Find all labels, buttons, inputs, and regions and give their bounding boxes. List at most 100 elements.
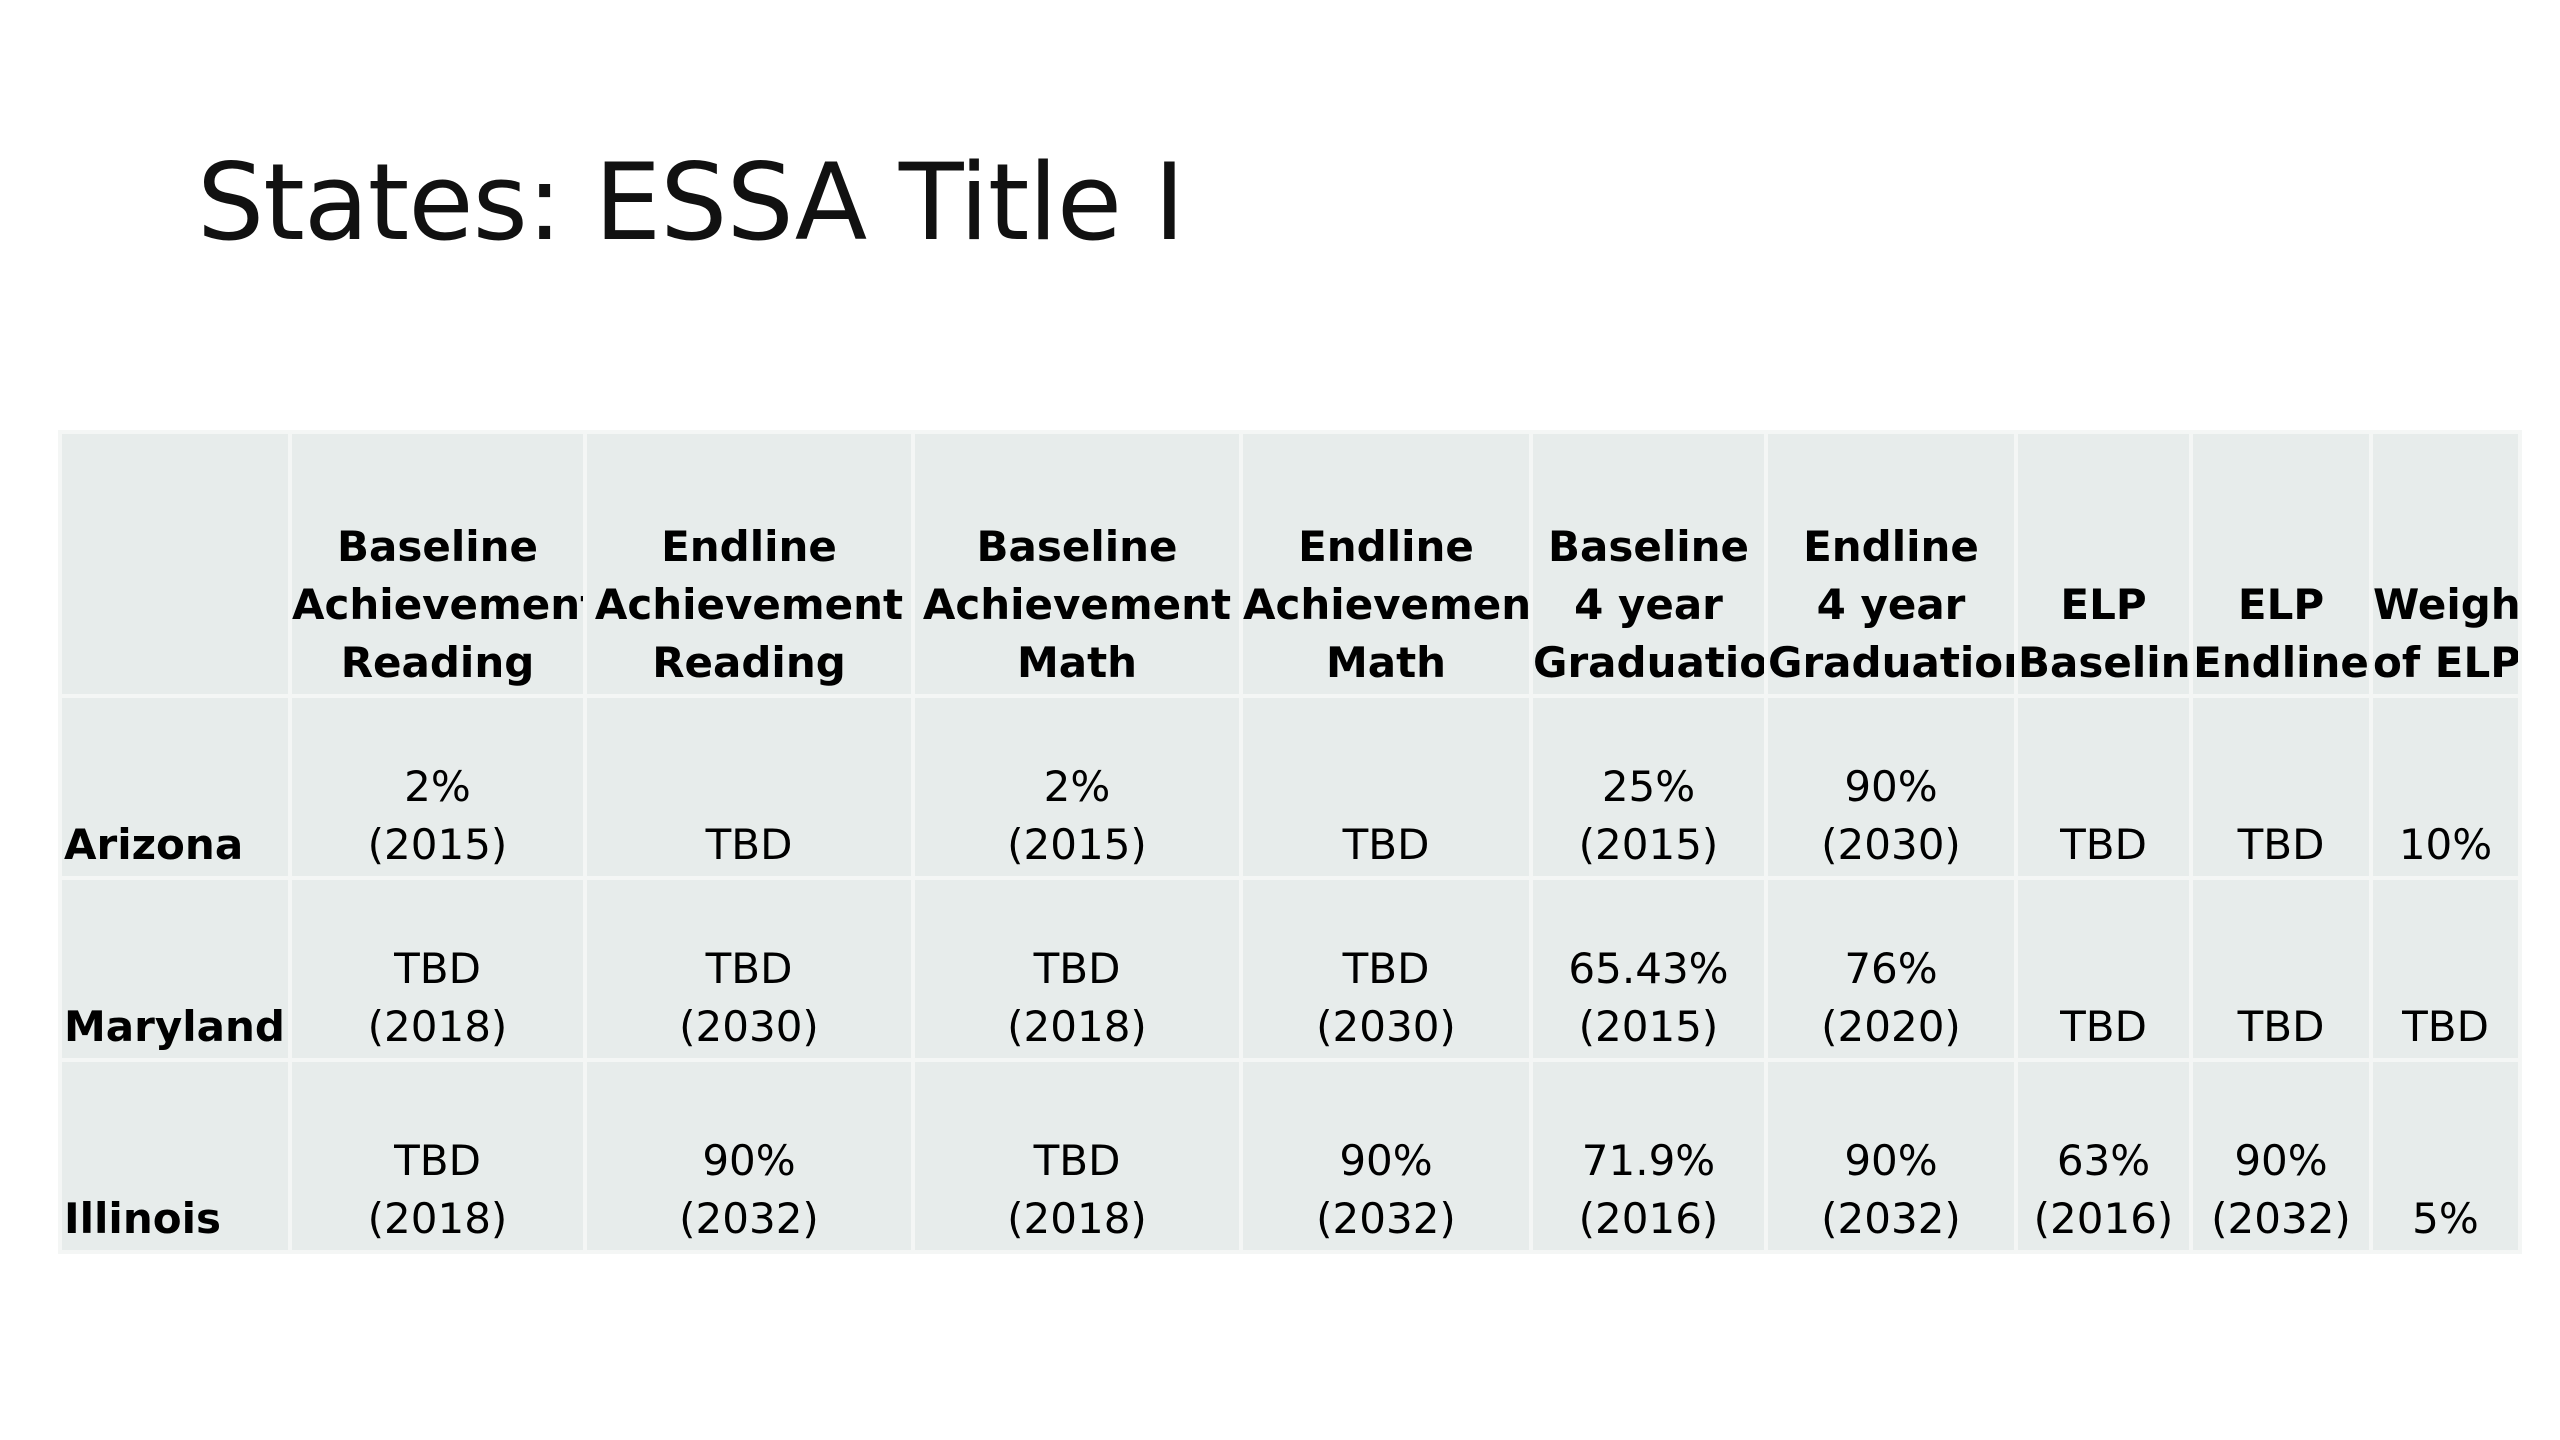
- table-cell: TBD: [2189, 694, 2373, 880]
- column-header: Baseline Achievement Reading: [288, 430, 587, 698]
- table-cell: TBD (2018): [911, 876, 1243, 1062]
- column-header-line: Reading: [652, 638, 846, 687]
- table-cell-line: (2018): [1007, 1002, 1147, 1051]
- table-body: Arizona 2% (2015) TBD 2% (2015) TBD 25% (2015) 90…: [58, 694, 2522, 1254]
- table-cell-line: TBD: [705, 820, 793, 869]
- table-cell-line: (2018): [1007, 1194, 1147, 1243]
- column-header-line: 4 year: [1816, 580, 1966, 629]
- table-cell-line: TBD: [2060, 1002, 2147, 1051]
- table-cell-line: (2032): [1316, 1194, 1456, 1243]
- table-cell: 5%: [2369, 1058, 2522, 1254]
- table-row: Arizona 2% (2015) TBD 2% (2015) TBD 25% (2015) 90…: [58, 694, 2522, 880]
- table-cell: 90% (2032): [2189, 1058, 2373, 1254]
- column-header-line: Graduation: [1533, 638, 1766, 687]
- table-cell-line: (2016): [1578, 1194, 1719, 1243]
- table-cell: 90% (2032): [1764, 1058, 2018, 1254]
- table-cell: TBD: [2014, 876, 2193, 1062]
- column-header: ELP Endline: [2189, 430, 2373, 698]
- table-cell-line: TBD: [2402, 1002, 2489, 1051]
- table-cell-line: (2015): [1578, 1002, 1719, 1051]
- table-cell-line: TBD: [2237, 820, 2325, 869]
- table-cell-line: 90%: [2234, 1136, 2328, 1185]
- column-header-line: Weight: [2373, 580, 2520, 629]
- table-cell-line: 76%: [1844, 944, 1938, 993]
- column-header: [58, 430, 292, 698]
- state-name-cell: Arizona: [58, 694, 292, 880]
- column-header-line: Baseline: [336, 522, 539, 571]
- column-header-line: of ELP: [2373, 638, 2520, 687]
- table-cell-line: TBD: [1033, 1136, 1121, 1185]
- column-header-line: Math: [1325, 638, 1447, 687]
- column-header-line: Endline: [661, 522, 837, 571]
- column-header-line: Baseline: [2018, 638, 2191, 687]
- table-cell-line: (2015): [367, 820, 508, 869]
- table-cell-line: 2%: [404, 762, 471, 811]
- table-cell-line: 10%: [2398, 820, 2493, 869]
- column-header-line: Achievement: [922, 580, 1232, 629]
- column-header: Baseline Achievement Math: [911, 430, 1243, 698]
- column-header-line: Achievement: [594, 580, 904, 629]
- table-cell-line: (2030): [1316, 1002, 1456, 1051]
- table-cell-line: (2015): [1578, 820, 1719, 869]
- table-cell: 25% (2015): [1529, 694, 1768, 880]
- table-cell: 65.43% (2015): [1529, 876, 1768, 1062]
- table-header-row: Baseline Achievement Reading Endline Achieve…: [58, 430, 2522, 698]
- state-name-cell: Maryland: [58, 876, 292, 1062]
- table-cell: TBD (2030): [1239, 876, 1533, 1062]
- table-cell: TBD: [2014, 694, 2193, 880]
- column-header: Endline 4 year Graduation: [1764, 430, 2018, 698]
- table-cell-line: TBD: [705, 944, 793, 993]
- table-cell-line: 2%: [1043, 762, 1111, 811]
- table-cell: TBD (2018): [288, 1058, 587, 1254]
- table-cell-line: TBD: [1342, 820, 1430, 869]
- table-cell-line: (2032): [679, 1194, 819, 1243]
- table-cell-line: 71.9%: [1581, 1136, 1716, 1185]
- table-cell: TBD: [1239, 694, 1533, 880]
- table-cell: 10%: [2369, 694, 2522, 880]
- table-cell: 2% (2015): [288, 694, 587, 880]
- table-cell-line: 63%: [2056, 1136, 2151, 1185]
- slide-title: States: ESSA Title I: [197, 141, 1185, 264]
- table-cell-line: 90%: [1844, 762, 1938, 811]
- table-cell: TBD: [583, 694, 915, 880]
- essa-table: Baseline Achievement Reading Endline Achieve…: [58, 430, 2522, 1254]
- table-cell-line: TBD: [1033, 944, 1121, 993]
- table-cell: TBD: [2189, 876, 2373, 1062]
- column-header-line: Endline: [1298, 522, 1474, 571]
- table-cell: TBD: [2369, 876, 2522, 1062]
- table-cell-line: 90%: [1844, 1136, 1938, 1185]
- table-cell: 71.9% (2016): [1529, 1058, 1768, 1254]
- column-header: Endline Achievement Reading: [583, 430, 915, 698]
- column-header-line: Baseline: [1547, 522, 1750, 571]
- essa-table-container: Baseline Achievement Reading Endline Achieve…: [58, 430, 2522, 1254]
- table-cell-line: (2018): [367, 1194, 508, 1243]
- column-header-line: Achievement: [292, 580, 585, 629]
- table-cell-line: 90%: [1339, 1136, 1433, 1185]
- table-cell-line: (2016): [2033, 1194, 2174, 1243]
- state-name-cell: Illinois: [58, 1058, 292, 1254]
- table-cell-line: (2030): [679, 1002, 819, 1051]
- column-header-line: Reading: [340, 638, 535, 687]
- table-row: Maryland TBD (2018) TBD (2030) TBD (2018) TBD (2…: [58, 876, 2522, 1062]
- column-header: Weight of ELP: [2369, 430, 2522, 698]
- column-header: Endline Achievement Math: [1239, 430, 1533, 698]
- table-cell: 76% (2020): [1764, 876, 2018, 1062]
- column-header-line: Graduation: [1768, 638, 2016, 687]
- table-row: Illinois TBD (2018) 90% (2032) TBD (2018) 90% (2…: [58, 1058, 2522, 1254]
- table-cell: TBD (2018): [911, 1058, 1243, 1254]
- column-header-line: ELP: [2237, 580, 2325, 629]
- column-header-line: Baseline: [976, 522, 1178, 571]
- table-cell-line: 90%: [702, 1136, 796, 1185]
- table-cell: TBD (2018): [288, 876, 587, 1062]
- table-cell-line: TBD: [2060, 820, 2147, 869]
- column-header: Baseline 4 year Graduation: [1529, 430, 1768, 698]
- column-header-line: Endline: [1803, 522, 1979, 571]
- table-cell-line: (2030): [1821, 820, 1961, 869]
- column-header-line: Endline: [2193, 638, 2369, 687]
- table-cell: 2% (2015): [911, 694, 1243, 880]
- table-cell-line: (2020): [1821, 1002, 1961, 1051]
- column-header-line: ELP: [2060, 580, 2147, 629]
- table-cell-line: (2032): [1821, 1194, 1961, 1243]
- table-cell-line: 65.43%: [1568, 944, 1729, 993]
